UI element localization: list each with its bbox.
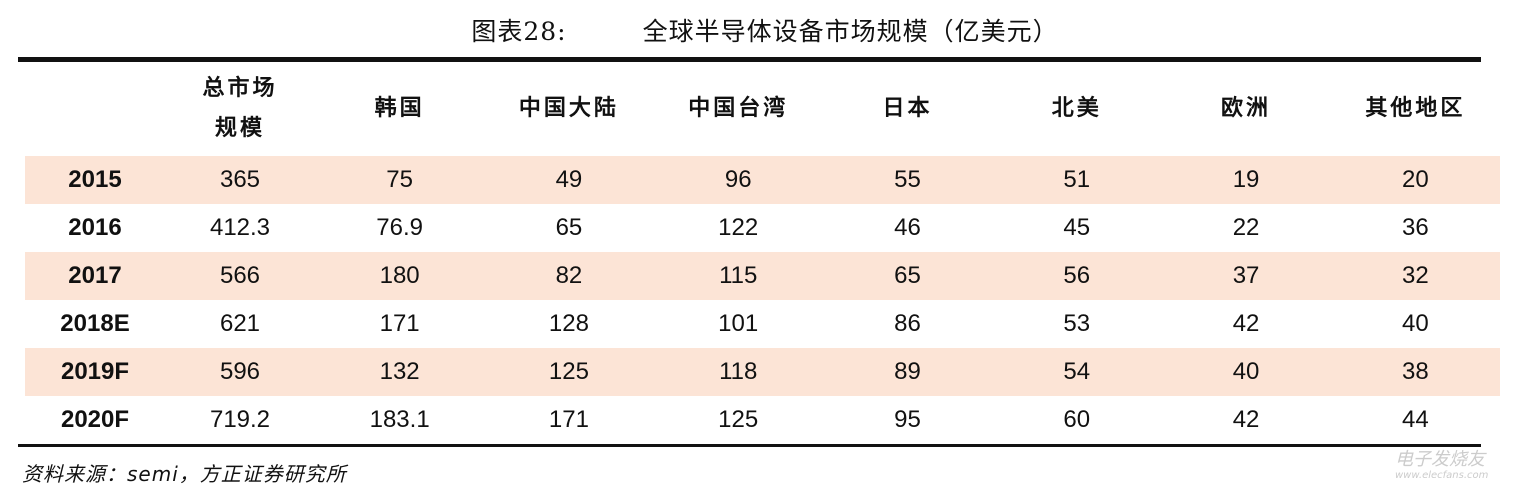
top-rule bbox=[18, 57, 1481, 62]
value-cell: 49 bbox=[484, 156, 654, 204]
value-cell: 76.9 bbox=[376, 214, 423, 241]
table-row: 2017 566 180 82 115 65 56 37 32 bbox=[25, 252, 1500, 300]
value-cell: 46 bbox=[894, 214, 921, 241]
bottom-rule bbox=[18, 444, 1481, 447]
column-header: 总市场规模 bbox=[202, 76, 278, 141]
value-cell: 132 bbox=[315, 348, 485, 396]
table-row: 2020F 719.2 183.1 171 125 95 60 42 44 bbox=[25, 396, 1500, 444]
header-row: 总市场规模 韩国 中国大陆 中国台湾 日本 北美 欧洲 其他地区 bbox=[25, 62, 1500, 156]
table-row: 2019F 596 132 125 118 89 54 40 38 bbox=[25, 348, 1500, 396]
value-cell: 42 bbox=[1232, 310, 1260, 337]
table-row: 2018E 621 171 128 101 86 53 42 40 bbox=[25, 300, 1500, 348]
value-cell: 122 bbox=[718, 214, 759, 241]
value-cell: 82 bbox=[484, 252, 654, 300]
value-cell: 96 bbox=[653, 156, 823, 204]
column-header bbox=[25, 62, 165, 156]
value-cell: 125 bbox=[484, 348, 654, 396]
value-cell: 54 bbox=[992, 348, 1162, 396]
value-cell: 36 bbox=[1401, 214, 1429, 241]
value-cell: 101 bbox=[718, 310, 759, 337]
year-cell: 2016 bbox=[68, 214, 122, 241]
value-cell: 40 bbox=[1161, 348, 1331, 396]
source-note: 资料来源：semi，方正证券研究所 bbox=[22, 462, 347, 486]
value-cell: 75 bbox=[315, 156, 485, 204]
value-cell: 40 bbox=[1401, 310, 1429, 337]
value-cell: 22 bbox=[1232, 214, 1260, 241]
figure-label: 图表28: bbox=[471, 17, 567, 46]
value-cell: 171 bbox=[548, 406, 589, 433]
value-cell: 95 bbox=[894, 406, 921, 433]
watermark-logo: 电子发烧友 www.elecfans.com bbox=[1395, 449, 1489, 482]
value-cell: 180 bbox=[315, 252, 485, 300]
value-cell: 89 bbox=[822, 348, 993, 396]
value-cell: 20 bbox=[1330, 156, 1500, 204]
value-cell: 45 bbox=[1063, 214, 1091, 241]
column-header: 日本 bbox=[882, 96, 933, 121]
column-header: 欧洲 bbox=[1221, 96, 1272, 121]
column-header: 韩国 bbox=[374, 96, 425, 121]
value-cell: 86 bbox=[894, 310, 921, 337]
year-cell: 2020F bbox=[60, 406, 130, 433]
column-header: 其他地区 bbox=[1365, 96, 1466, 121]
value-cell: 56 bbox=[992, 252, 1162, 300]
year-cell: 2015 bbox=[25, 156, 165, 204]
value-cell: 412.3 bbox=[209, 214, 271, 241]
figure-title: 全球半导体设备市场规模（亿美元） bbox=[642, 17, 1059, 46]
value-cell: 365 bbox=[165, 156, 315, 204]
value-cell: 171 bbox=[379, 310, 420, 337]
value-cell: 719.2 bbox=[209, 406, 271, 433]
year-cell: 2018E bbox=[60, 310, 130, 337]
column-header: 中国台湾 bbox=[688, 96, 789, 121]
value-cell: 125 bbox=[718, 406, 759, 433]
value-cell: 566 bbox=[165, 252, 315, 300]
table-row: 2016 412.3 76.9 65 122 46 45 22 36 bbox=[25, 204, 1500, 252]
table-row: 2015 365 75 49 96 55 51 19 20 bbox=[25, 156, 1500, 204]
value-cell: 51 bbox=[992, 156, 1162, 204]
value-cell: 128 bbox=[548, 310, 589, 337]
value-cell: 53 bbox=[1063, 310, 1091, 337]
value-cell: 44 bbox=[1401, 406, 1429, 433]
year-cell: 2017 bbox=[25, 252, 165, 300]
column-header: 中国大陆 bbox=[518, 96, 619, 121]
value-cell: 621 bbox=[219, 310, 261, 337]
value-cell: 60 bbox=[1063, 406, 1091, 433]
column-header: 北美 bbox=[1051, 96, 1102, 121]
value-cell: 42 bbox=[1232, 406, 1260, 433]
value-cell: 596 bbox=[165, 348, 315, 396]
value-cell: 118 bbox=[653, 348, 823, 396]
value-cell: 38 bbox=[1330, 348, 1500, 396]
year-cell: 2019F bbox=[25, 348, 165, 396]
value-cell: 65 bbox=[822, 252, 993, 300]
value-cell: 37 bbox=[1161, 252, 1331, 300]
value-cell: 32 bbox=[1330, 252, 1500, 300]
table-title: 图表28: 全球半导体设备市场规模（亿美元） bbox=[0, 12, 1530, 48]
value-cell: 65 bbox=[555, 214, 583, 241]
value-cell: 115 bbox=[653, 252, 823, 300]
value-cell: 55 bbox=[822, 156, 993, 204]
value-cell: 19 bbox=[1161, 156, 1331, 204]
value-cell: 183.1 bbox=[369, 406, 430, 433]
market-table: 总市场规模 韩国 中国大陆 中国台湾 日本 北美 欧洲 其他地区 2015 365 75 49 96 5… bbox=[25, 62, 1500, 444]
